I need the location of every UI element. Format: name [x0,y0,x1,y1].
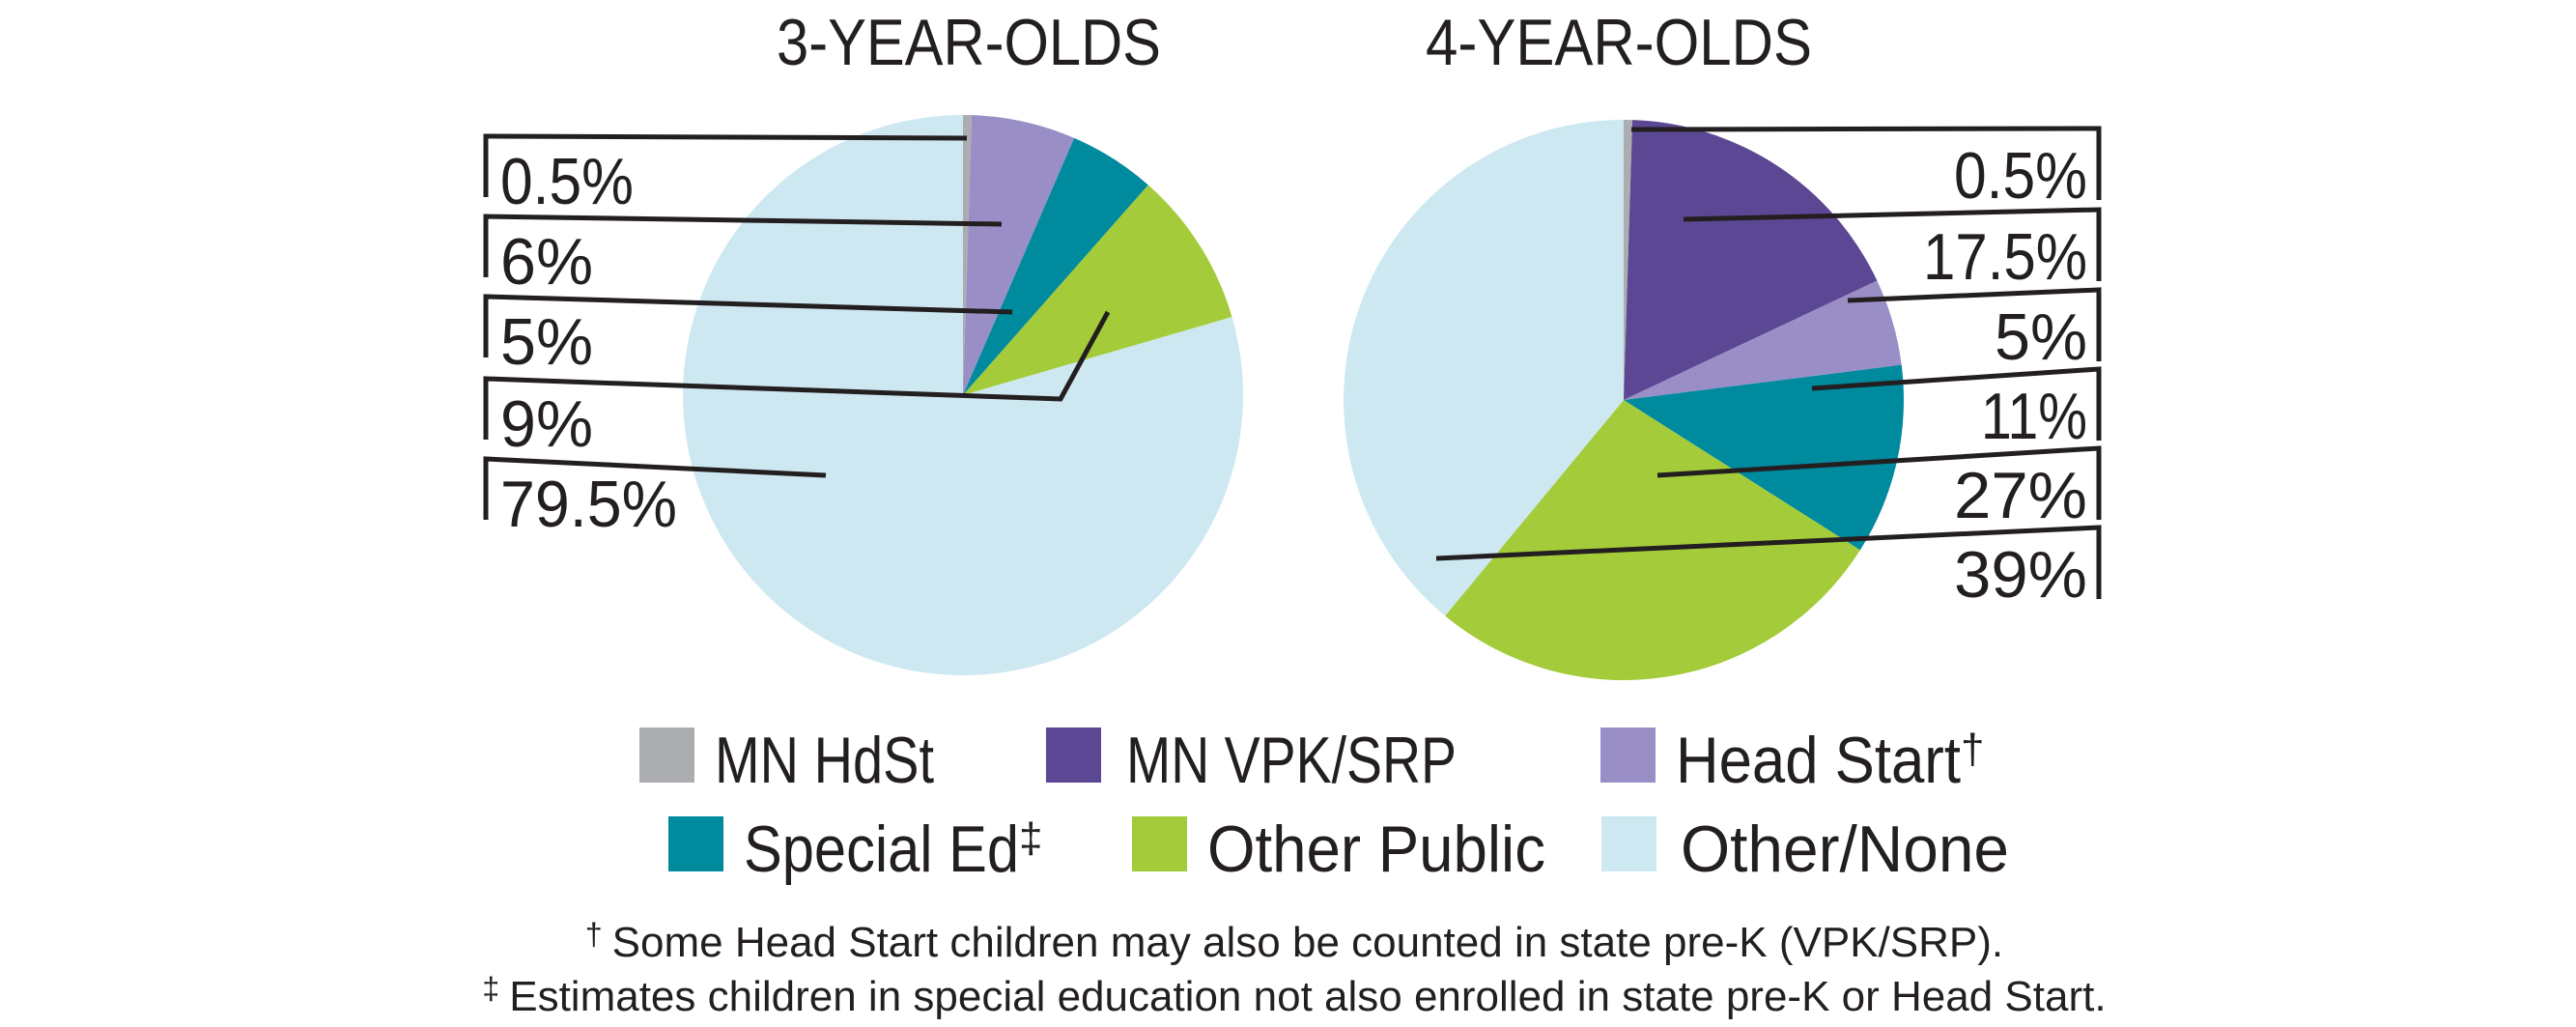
legend-swatch-other-public [1132,816,1187,871]
pie-slice-special-ed [963,137,1148,395]
footnote-head-start: † Some Head Start children may also be co… [585,917,2003,966]
footnote-head-start-text: Some Head Start children may also be cou… [612,919,2003,966]
pie-slice-special-ed [1624,364,1904,551]
label-4yo-other-none: 39% [1954,538,2087,612]
legend-swatch-head-start [1600,727,1656,783]
label-4yo-other-public: 27% [1954,459,2087,532]
pie-slice-mn-hdst [1624,119,1633,400]
footnotes: † Some Head Start children may also be co… [482,917,2106,1020]
label-4yo-head-start: 5% [1995,300,2087,374]
legend-label-special-ed: Special Ed‡ [744,813,1042,886]
callout-line-mn-hdst [1630,126,2102,200]
legend-swatch-other-none [1601,816,1656,871]
pie-slice-other-none [1344,120,1624,616]
label-3yo-other-public: 9% [500,387,593,461]
double-dagger-symbol: ‡ [482,971,499,1006]
legend-label-head-start: Head Start† [1676,724,1984,797]
footnote-special-ed: ‡ Estimates children in special education… [482,971,2106,1020]
label-3yo-other-none: 79.5% [500,468,677,541]
pie-4-year-olds [1344,119,1904,681]
callouts-4-year-olds [1435,126,2102,599]
legend-swatch-special-ed [668,816,723,871]
legend: MN HdSt MN VPK/SRP Head Start† Special E… [639,724,2009,886]
legend-swatch-mn-hdst [639,727,694,783]
label-4yo-mn-hdst: 0.5% [1954,139,2087,213]
callout-line-other-none [1435,525,2102,599]
callout-line-other-none [483,456,827,520]
pie-slice-head-start [1624,280,1902,400]
label-3yo-mn-hdst: 0.5% [500,145,634,218]
dagger-symbol: † [585,917,603,952]
legend-label-head-start-text: Head Start [1676,724,1961,797]
chart-title-3-year-olds: 3-YEAR-OLDS [777,6,1161,79]
pie-slice-head-start [963,115,1075,395]
chart-title-4-year-olds: 4-YEAR-OLDS [1426,6,1812,79]
legend-label-mn-hdst: MN HdSt [715,724,934,797]
pie-slice-mn-hdst [963,114,973,395]
footnote-special-ed-text: Estimates children in special education … [509,973,2106,1020]
callout-line-other-public [483,310,1111,440]
legend-swatch-mn-vpk-srp [1046,727,1101,783]
pie-slice-other-public [1445,400,1860,681]
label-3yo-special-ed: 5% [500,305,593,379]
legend-label-special-ed-double-dagger: ‡ [1019,814,1042,862]
labels-4-year-olds: 0.5% 17.5% 5% 11% 27% 39% [1923,139,2087,612]
pie-slice-other-public [963,185,1232,395]
legend-label-head-start-dagger: † [1961,726,1984,773]
pie-slice-mn-vpk-srp [1624,120,1878,400]
callout-line-special-ed [483,294,1013,357]
legend-label-other-public: Other Public [1207,813,1545,886]
callout-line-head-start [1847,287,2102,361]
callout-line-head-start [483,214,1003,277]
callouts-3-year-olds [483,133,1111,520]
labels-3-year-olds: 0.5% 6% 5% 9% 79.5% [500,145,677,541]
callout-line-mn-hdst [483,133,968,197]
callout-line-special-ed [1811,366,2102,441]
label-4yo-mn-vpk-srp: 17.5% [1923,220,2087,294]
callout-line-mn-vpk-srp [1683,207,2102,281]
label-3yo-head-start: 6% [500,225,593,299]
legend-label-mn-vpk-srp: MN VPK/SRP [1126,724,1457,797]
label-4yo-special-ed: 11% [1981,380,2087,453]
legend-label-special-ed-text: Special Ed [744,813,1019,886]
legend-label-other-none: Other/None [1681,813,2009,886]
callout-line-other-public [1656,445,2102,520]
